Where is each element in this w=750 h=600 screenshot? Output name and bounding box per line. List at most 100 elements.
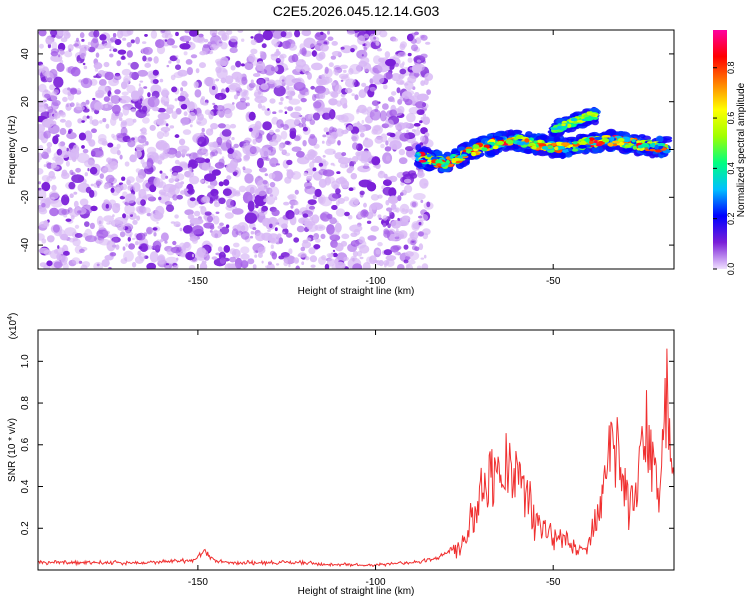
noise-blob (180, 103, 188, 110)
noise-blob (109, 46, 115, 50)
noise-blob (398, 157, 408, 165)
noise-blob (419, 142, 424, 146)
noise-blob (290, 205, 294, 209)
noise-blob (153, 177, 160, 188)
noise-blob (208, 110, 214, 120)
noise-blob (96, 215, 104, 227)
noise-blob (217, 123, 226, 129)
noise-blob (189, 236, 198, 242)
noise-blob (290, 111, 302, 119)
noise-blob (212, 102, 216, 106)
noise-blob (420, 257, 425, 260)
noise-blob (105, 204, 109, 209)
snr-x-tick-label: -50 (546, 577, 561, 588)
noise-blob (85, 99, 90, 105)
noise-blob (256, 157, 264, 169)
noise-blob (79, 32, 85, 39)
noise-blob (229, 123, 237, 129)
noise-blob (112, 237, 119, 243)
noise-blob (248, 111, 256, 121)
noise-blob (341, 152, 347, 157)
noise-blob (192, 225, 204, 235)
noise-blob (117, 224, 126, 231)
noise-blob (375, 105, 379, 109)
noise-blob (261, 205, 268, 212)
noise-blob (168, 60, 172, 64)
noise-blob (149, 184, 157, 193)
track-core (471, 151, 477, 157)
noise-blob (234, 44, 238, 48)
noise-blob (51, 99, 61, 107)
noise-blob (225, 87, 230, 93)
noise-blob (415, 101, 426, 109)
noise-blob (383, 84, 388, 90)
noise-blob (105, 174, 115, 183)
noise-blob (256, 186, 267, 197)
noise-blob (257, 103, 262, 109)
noise-blob (247, 200, 255, 212)
noise-blob (143, 195, 148, 199)
noise-blob (288, 248, 293, 255)
noise-blob (112, 214, 115, 218)
noise-blob (231, 71, 243, 80)
track-core (578, 144, 587, 149)
noise-blob (343, 256, 349, 261)
noise-blob (53, 76, 64, 88)
noise-blob (57, 245, 60, 249)
noise-blob (252, 264, 257, 269)
noise-blob (312, 167, 317, 172)
noise-blob (81, 120, 85, 123)
noise-blob (362, 138, 374, 148)
noise-blob (174, 98, 178, 102)
track-core (591, 117, 598, 120)
noise-blob (135, 205, 147, 213)
noise-blob (146, 151, 159, 160)
track-core (608, 142, 614, 147)
noise-blob (170, 246, 182, 254)
noise-blob (225, 224, 230, 229)
noise-blob (241, 76, 248, 85)
noise-blob (199, 50, 207, 56)
noise-blob (91, 128, 97, 133)
noise-blob (106, 157, 112, 163)
noise-blob (132, 182, 141, 193)
noise-blob (109, 252, 117, 257)
noise-blob (179, 35, 192, 42)
track-core (465, 148, 473, 152)
noise-blob (157, 254, 166, 265)
noise-blob (405, 251, 414, 257)
noise-blob (170, 221, 176, 224)
noise-blob (313, 236, 317, 241)
noise-blob (414, 246, 420, 252)
noise-blob (219, 96, 222, 100)
noise-blob (377, 242, 383, 247)
noise-blob (355, 151, 361, 157)
noise-blob (236, 90, 241, 97)
noise-blob (384, 263, 387, 268)
noise-blob (241, 38, 245, 42)
track-core (427, 159, 432, 163)
track-core (649, 148, 656, 152)
noise-blob (313, 244, 321, 250)
noise-blob (176, 194, 183, 200)
noise-blob (159, 78, 164, 83)
noise-blob (358, 89, 367, 98)
noise-blob (199, 179, 205, 183)
noise-blob (338, 157, 351, 165)
noise-blob (160, 232, 169, 242)
noise-blob (91, 147, 104, 158)
noise-blob (331, 205, 338, 210)
noise-blob (38, 168, 44, 175)
track-core (584, 137, 590, 143)
noise-blob (395, 228, 399, 233)
noise-blob (407, 33, 414, 42)
noise-blob (56, 253, 62, 261)
track-core (457, 155, 463, 159)
noise-blob (147, 57, 153, 62)
noise-blob (52, 224, 60, 233)
noise-blob (335, 188, 341, 195)
noise-blob (364, 163, 370, 167)
noise-blob (331, 41, 338, 46)
track-core (570, 117, 578, 122)
noise-blob (98, 79, 107, 86)
